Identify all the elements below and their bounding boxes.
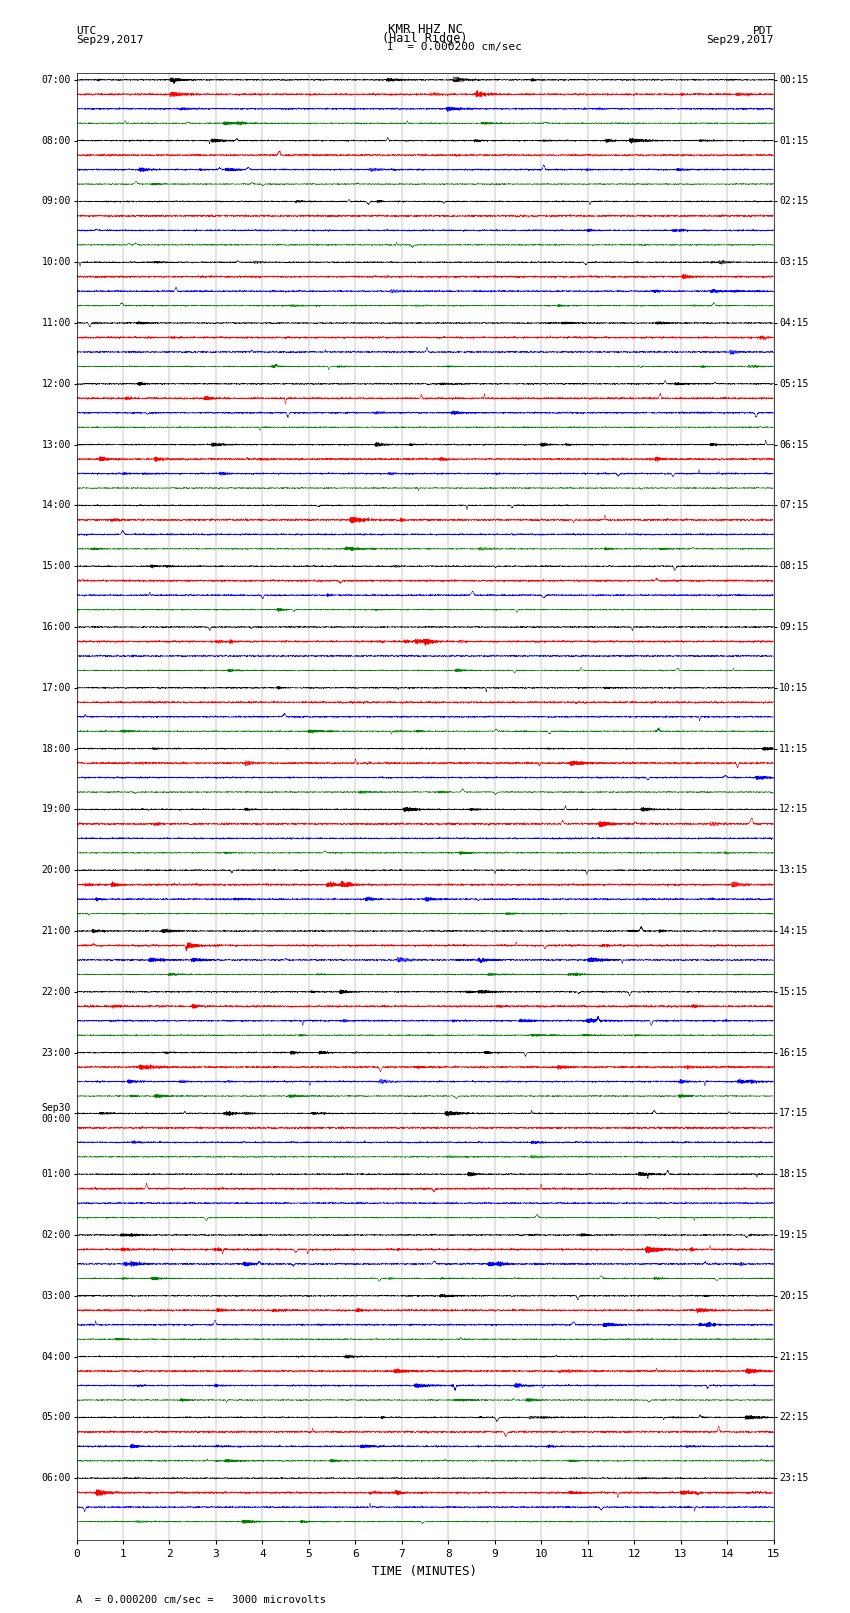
Text: UTC: UTC <box>76 26 97 37</box>
Text: (Hail Ridge): (Hail Ridge) <box>382 32 468 45</box>
Text: KMR HHZ NC: KMR HHZ NC <box>388 23 462 37</box>
Text: Sep29,2017: Sep29,2017 <box>706 35 774 45</box>
Text: Sep29,2017: Sep29,2017 <box>76 35 144 45</box>
X-axis label: TIME (MINUTES): TIME (MINUTES) <box>372 1565 478 1578</box>
Text: I  = 0.000200 cm/sec: I = 0.000200 cm/sec <box>387 42 522 52</box>
Text: PDT: PDT <box>753 26 774 37</box>
Text: A  = 0.000200 cm/sec =   3000 microvolts: A = 0.000200 cm/sec = 3000 microvolts <box>76 1595 326 1605</box>
